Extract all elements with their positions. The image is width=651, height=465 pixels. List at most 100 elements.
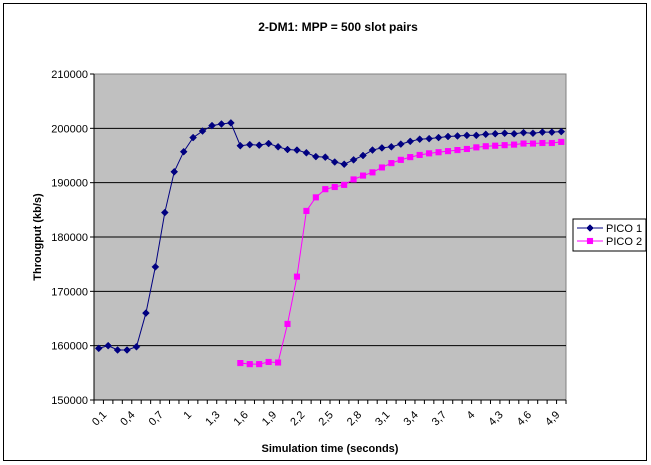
data-point [237, 360, 244, 367]
gridlines [94, 127, 566, 347]
data-point [426, 150, 433, 157]
y-tick-label: 170000 [51, 286, 88, 298]
data-point [369, 169, 376, 176]
data-point [500, 129, 509, 138]
data-point [538, 128, 547, 136]
x-axis-title: Simulation time (seconds) [262, 443, 399, 455]
data-point [378, 144, 386, 152]
data-point [246, 361, 253, 368]
data-point [312, 194, 319, 201]
y-axis-ticks: 150000 160000 170000 180000 190000 200000 2100… [51, 69, 566, 407]
x-tick-label: 1 [181, 409, 194, 422]
data-point [388, 160, 395, 167]
data-point [510, 129, 518, 138]
y-tick-label: 210000 [51, 69, 88, 81]
data-point [492, 142, 499, 149]
data-point [123, 346, 131, 354]
data-point [236, 141, 245, 150]
x-tick-label: 4,9 [543, 409, 562, 428]
data-point [548, 139, 555, 147]
data-point [558, 138, 565, 145]
data-point [387, 142, 396, 151]
data-point [406, 137, 415, 146]
data-point [453, 132, 462, 140]
y-tick-label: 190000 [51, 178, 88, 190]
data-point [368, 146, 377, 154]
data-point [463, 131, 471, 140]
x-tick-label: 2,8 [345, 409, 364, 428]
data-point [472, 131, 481, 140]
data-point [256, 361, 263, 368]
data-point [208, 121, 216, 130]
data-point [245, 140, 254, 149]
legend-entry: PICO 1 [577, 223, 642, 235]
data-point [396, 140, 405, 148]
data-point [463, 145, 470, 153]
data-point [255, 141, 264, 150]
data-point [331, 183, 338, 191]
data-point [330, 158, 339, 166]
data-point [274, 142, 282, 151]
data-point [539, 139, 546, 147]
legend-marker [586, 224, 594, 232]
data-point [491, 129, 500, 138]
data-point [265, 358, 272, 366]
data-point [227, 119, 235, 127]
legend-label: PICO 2 [606, 236, 642, 248]
data-point [151, 263, 160, 271]
x-tick-label: 1,6 [232, 409, 251, 428]
y-tick-label: 180000 [51, 232, 88, 244]
data-point [529, 140, 537, 147]
data-point [293, 146, 301, 154]
data-point [293, 273, 301, 280]
data-point [397, 156, 404, 163]
legend-box [572, 218, 647, 252]
y-tick-label: 160000 [51, 341, 88, 353]
data-point [378, 164, 385, 171]
series-layer [94, 119, 566, 368]
x-tick-label: 1,9 [260, 409, 279, 428]
data-point [179, 147, 188, 156]
data-point [444, 148, 452, 155]
data-point [132, 342, 141, 351]
data-point [520, 140, 527, 147]
x-tick-label: 0,7 [147, 409, 166, 428]
data-point [454, 147, 461, 154]
data-point [349, 155, 358, 164]
data-point [482, 143, 489, 150]
data-point [340, 160, 349, 169]
x-tick-label: 0,4 [118, 409, 137, 428]
data-point [529, 129, 537, 138]
data-point [359, 172, 367, 179]
data-point [302, 148, 311, 157]
data-point [511, 141, 518, 148]
x-tick-label: 3,7 [430, 409, 449, 428]
data-point [557, 127, 566, 136]
data-point [283, 145, 292, 154]
chart-title: 2-DM1: MPP = 500 slot pairs [258, 20, 418, 34]
x-tick-label: 2,2 [288, 409, 307, 428]
data-point [435, 149, 442, 156]
x-tick-label: 1,3 [203, 409, 222, 428]
data-point [501, 142, 508, 149]
data-point [113, 346, 122, 354]
data-point [322, 186, 329, 193]
data-point [275, 359, 282, 366]
data-point [160, 208, 169, 217]
x-tick-label: 4 [465, 409, 478, 422]
x-tick-label: 2,5 [317, 409, 336, 428]
data-point [341, 181, 348, 188]
data-point [434, 133, 443, 142]
y-tick-label: 150000 [51, 395, 88, 407]
series-1 [94, 119, 566, 354]
y-axis-title: Througput (kb/s) [32, 193, 44, 281]
data-point [407, 154, 414, 161]
data-point [425, 134, 433, 143]
data-point [170, 167, 179, 176]
data-point [284, 320, 291, 327]
data-point [189, 133, 197, 142]
x-tick-label: 3,4 [402, 409, 421, 428]
x-axis-ticks: 0,1 0,4 0,7 1 1,3 1,6 1,9 2,2 2,5 2,8 3,1 3,4 3,7 4 4,… [90, 400, 567, 428]
data-point [303, 207, 310, 214]
